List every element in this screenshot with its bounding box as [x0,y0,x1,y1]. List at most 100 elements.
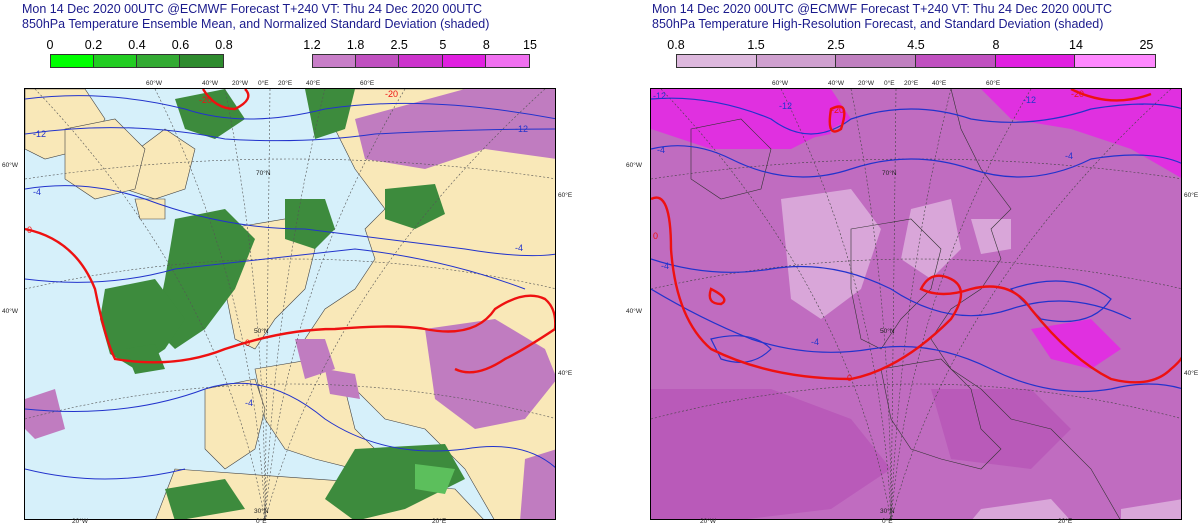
legend-tick: 0.4 [128,38,146,52]
contour-label: -20 [385,89,398,99]
contour-label: -12 [653,91,666,101]
left-legend-green: 0 0.2 0.4 0.6 0.8 [46,38,233,70]
legend-tick: 0.6 [171,38,190,52]
grid-label: 20°W [72,518,88,525]
contour-label: -12 [33,129,46,139]
blue-contours [25,95,555,480]
contour-label: -20 [1071,89,1084,99]
grid-label: 30°N [880,508,895,515]
legend-tick: 1.8 [346,38,365,52]
legend-swatch [442,55,486,67]
contour-label: 0 [847,373,852,383]
legend-swatch [1075,55,1156,67]
grid-label: 20°W [700,518,716,525]
legend-tick: 8 [992,38,1000,52]
contour-label: -20 [831,105,844,115]
contour-label: -4 [515,243,523,253]
grid-label: 60°W [626,162,642,169]
left-map[interactable]: -12 -12 -4 -4 0 0 -20 -20 -4 [24,88,556,520]
coastlines [690,89,1121,519]
legend-tick: 5 [439,38,447,52]
legend-tick: 0.8 [667,38,685,52]
mid-shading [651,389,1071,519]
legend-ticks: 0 0.2 0.4 0.6 0.8 [46,38,233,52]
legend-tick: 2.5 [827,38,845,52]
green-light-shading [415,464,455,494]
left-title-line2: 850hPa Temperature Ensemble Mean, and No… [22,17,490,31]
left-title-line1: Mon 14 Dec 2020 00UTC @ECMWF Forecast T+… [22,2,482,16]
legend-tick: 1.5 [747,38,765,52]
grid-label: 0°E [258,80,269,87]
right-map[interactable]: -12 -12 -12 -4 -4 -4 -4 0 0 -20 -20 [650,88,1182,520]
contour-label: -4 [33,187,41,197]
blue-contours [651,97,1181,393]
legend-tick: 25 [1139,38,1154,52]
grid-label: 50°N [880,328,895,335]
legend-swatch [94,55,137,67]
legend-swatch [677,55,757,67]
legend-tick: 0 [46,38,54,52]
grid-label: 50°N [254,328,269,335]
grid-label: 60°W [146,80,162,87]
legend-tick: 1.2 [303,38,321,52]
green-shading [100,89,465,519]
legend-swatch [313,55,357,67]
grid-label: 0°E [882,518,893,525]
grid-label: 60°E [360,80,375,87]
legend-colorbar [312,54,530,68]
grid-label: 60°W [772,80,788,87]
grid-label: 70°N [882,170,897,177]
grid-label: 0°E [256,518,267,525]
legend-swatch [995,55,1076,67]
legend-swatch [485,55,529,67]
legend-swatch [399,55,443,67]
legend-swatch [356,55,400,67]
grid-label: 70°N [256,170,271,177]
contour-label: -20 [199,95,212,105]
left-map-canvas: -12 -12 -4 -4 0 0 -20 -20 -4 [25,89,555,519]
purple-shading [25,89,555,519]
legend-tick: 0.2 [84,38,103,52]
grid-label: 60°E [1184,192,1199,199]
legend-ticks: 1.2 1.8 2.5 5 8 15 [303,38,537,52]
legend-colorbar [50,54,224,68]
legend-tick: 2.5 [390,38,408,52]
contour-label: -4 [661,261,669,271]
legend-tick: 0.8 [215,38,233,52]
left-legend-purple: 1.2 1.8 2.5 5 8 15 [303,38,537,70]
legend-tick: 14 [1069,38,1083,52]
grid-label: 60°E [558,192,573,199]
red-contours [651,89,1181,384]
grid-label: 0°E [884,80,895,87]
grid-label: 40°W [626,308,642,315]
grid-label: 60°E [986,80,1001,87]
left-title: Mon 14 Dec 2020 00UTC @ECMWF Forecast T+… [22,2,489,32]
contour-label: -4 [657,145,665,155]
grid-label: 20°E [432,518,447,525]
legend-swatch [836,55,917,67]
legend-swatch [916,55,996,67]
grid-label: 20°E [1058,518,1073,525]
grid-label: 40°E [932,80,947,87]
legend-tick: 4.5 [907,38,925,52]
contour-label: -4 [811,337,819,347]
grid-label: 20°E [278,80,293,87]
legend-tick: 8 [482,38,490,52]
legend-swatch [51,55,94,67]
legend-swatch [756,55,837,67]
grid-label: 20°W [232,80,248,87]
bright-shading [651,89,1181,369]
right-title: Mon 14 Dec 2020 00UTC @ECMWF Forecast T+… [652,2,1112,32]
legend-colorbar [676,54,1156,68]
legend-tick: 15 [523,38,537,52]
contour-label: -4 [1065,151,1073,161]
grid-label: 40°W [828,80,844,87]
grid-label: 40°W [202,80,218,87]
contour-label: 0 [27,225,32,235]
contour-label: -12 [1023,95,1036,105]
grid-label: 20°E [904,80,919,87]
right-title-line1: Mon 14 Dec 2020 00UTC @ECMWF Forecast T+… [652,2,1112,16]
contour-label: -4 [245,398,253,408]
grid-label: 40°E [1184,370,1199,377]
contour-labels: -12 -12 -12 -4 -4 -4 -4 0 0 -20 -20 [653,89,1084,383]
